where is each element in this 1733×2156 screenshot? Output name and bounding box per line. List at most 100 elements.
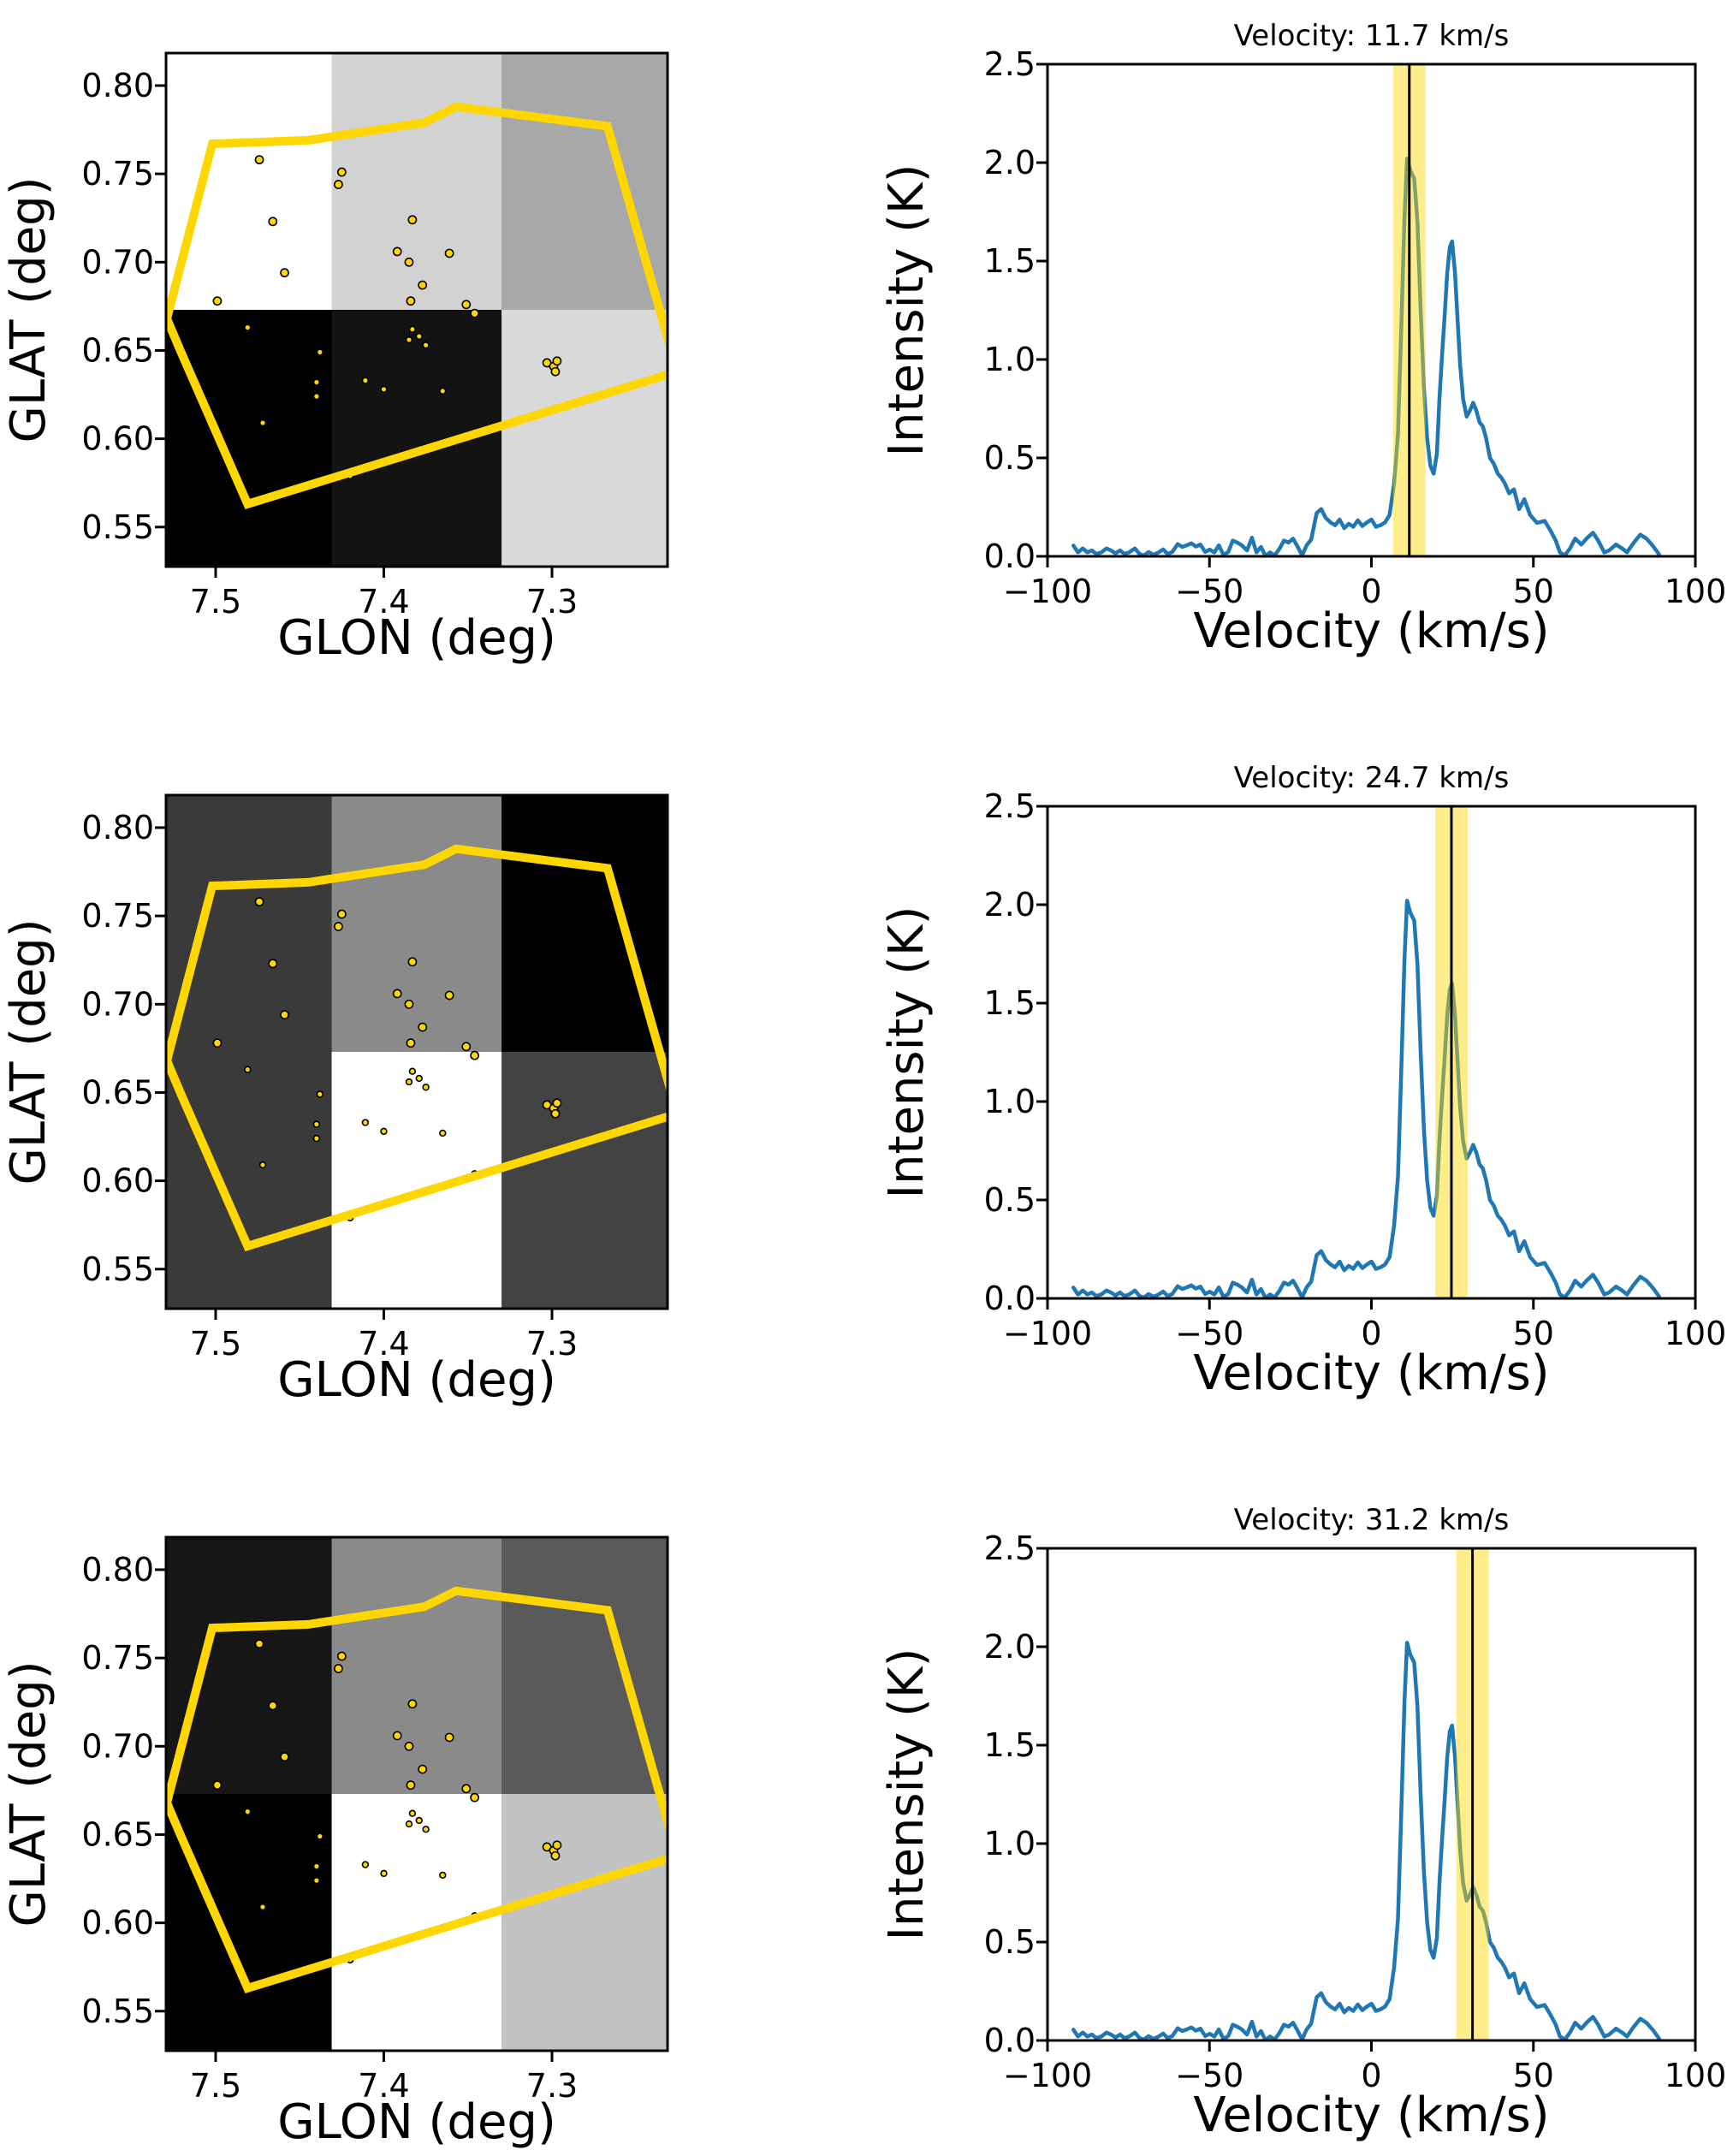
source-point	[552, 1098, 562, 1108]
y-axis-tick-label: 0.55	[81, 1250, 154, 1288]
y-axis-tick-label: 1.0	[984, 1083, 1036, 1120]
source-point	[361, 1119, 370, 1126]
y-axis-label: Intensity (K)	[879, 1648, 935, 1941]
source-point	[268, 1701, 278, 1711]
aperture-polygon	[166, 1586, 668, 1994]
y-axis-tick-label: 0.70	[81, 1727, 154, 1765]
y-axis-tick-label: 0.65	[81, 1073, 154, 1111]
map-cell	[166, 1794, 333, 2051]
source-point	[268, 959, 278, 969]
source-point	[550, 1850, 561, 1861]
source-point	[244, 324, 252, 331]
x-axis-tick-label: 0	[1361, 573, 1381, 610]
source-point	[334, 180, 343, 189]
y-axis-tick-label: 0.65	[81, 1815, 154, 1853]
map-cell	[166, 310, 333, 567]
y-axis-tick-label: 2.0	[984, 1628, 1036, 1666]
x-axis-tick-label: −50	[1175, 1315, 1243, 1352]
x-axis-tick-label: −100	[1003, 2057, 1092, 2094]
map-cell	[166, 1052, 333, 1309]
y-axis-tick-label: 0.60	[81, 1162, 154, 1200]
source-point	[334, 922, 343, 931]
source-point	[550, 1108, 561, 1119]
y-axis-label: GLAT (deg)	[1, 918, 56, 1185]
y-axis-tick-label: 1.0	[984, 341, 1036, 378]
source-points	[212, 897, 562, 1222]
source-point	[312, 392, 321, 401]
y-axis-tick-label: 0.5	[984, 1923, 1036, 1961]
map-cell	[502, 1537, 668, 1795]
source-point	[404, 1741, 414, 1751]
source-point	[415, 1816, 423, 1825]
source-point	[334, 1664, 343, 1673]
spectrum-curve	[1071, 157, 1661, 556]
source-point	[406, 1038, 416, 1048]
source-point	[380, 1869, 388, 1878]
y-axis-tick-label: 0.70	[81, 985, 154, 1023]
source-point	[408, 325, 417, 333]
y-axis-tick-label: 0.75	[81, 1639, 154, 1677]
map-cell	[331, 1052, 502, 1309]
source-point	[254, 1639, 264, 1649]
source-point	[404, 257, 414, 267]
y-axis-tick-label: 0.75	[81, 897, 154, 935]
spectrum-panel-1: −100 −50 0 50 100 0.0 0.5 1.0 1.5 2.0 2.5 Velocity:…	[879, 19, 1726, 659]
x-axis-tick-label: 0	[1361, 1315, 1381, 1352]
source-point	[552, 356, 562, 366]
source-point	[244, 1066, 252, 1073]
x-axis-tick-label: 7.3	[526, 583, 578, 621]
source-point	[254, 897, 264, 907]
y-axis-tick-label: 2.5	[984, 45, 1036, 83]
source-point	[405, 1078, 413, 1086]
map-cell	[331, 53, 502, 311]
axes-frame	[164, 1535, 669, 2052]
y-axis-label: GLAT (deg)	[1, 1660, 56, 1927]
y-axis-tick-label: 0.65	[81, 331, 154, 369]
source-point	[422, 342, 430, 349]
y-axis-tick-label: 0.55	[81, 1993, 154, 2030]
x-axis-label: Velocity (km/s)	[1193, 603, 1549, 659]
source-point	[415, 1074, 423, 1083]
source-point	[280, 1010, 289, 1020]
source-point	[336, 1651, 347, 1661]
source-point	[280, 1752, 289, 1762]
x-axis-tick-label: 7.5	[190, 583, 241, 621]
source-point	[212, 1780, 223, 1791]
source-point	[408, 1809, 417, 1817]
y-axis-tick-label: 2.5	[984, 1529, 1036, 1567]
source-point	[444, 1732, 454, 1743]
source-point	[461, 1042, 472, 1052]
map-cell	[502, 795, 668, 1053]
spectrum-title: Velocity: 31.2 km/s	[1234, 1503, 1510, 1537]
x-axis-tick-label: −50	[1175, 573, 1243, 610]
source-point	[316, 1832, 324, 1840]
source-point	[439, 387, 447, 395]
x-axis-label: GLON (deg)	[277, 610, 556, 666]
map-cell	[502, 1052, 668, 1309]
source-point	[312, 1876, 321, 1885]
source-point	[422, 1084, 430, 1091]
y-axis-tick-label: 0.60	[81, 420, 154, 458]
x-axis-tick-label: 7.5	[190, 1325, 241, 1363]
source-point	[406, 296, 416, 306]
axes-frame	[1046, 62, 1697, 558]
x-axis-tick-label: 50	[1513, 573, 1554, 610]
spectrum-plot-area	[1071, 1548, 1661, 2040]
source-point	[361, 377, 370, 384]
source-point	[244, 1808, 252, 1815]
source-point	[316, 1090, 324, 1098]
source-point	[418, 1764, 428, 1774]
source-point	[444, 248, 454, 258]
source-point	[392, 989, 402, 999]
source-point	[336, 909, 347, 919]
spectrum-panel-3: −100 −50 0 50 100 0.0 0.5 1.0 1.5 2.0 2.5 Velocity:…	[879, 1503, 1726, 2143]
x-axis-tick-label: 7.4	[358, 1325, 409, 1363]
source-point	[380, 385, 388, 394]
map-cell	[331, 1794, 502, 2051]
source-point	[212, 296, 223, 306]
x-axis-tick-label: 7.3	[526, 1325, 578, 1363]
spectrum-panel-2: −100 −50 0 50 100 0.0 0.5 1.0 1.5 2.0 2.5 Velocity:…	[879, 761, 1726, 1401]
x-axis-tick-label: −100	[1003, 1315, 1092, 1352]
x-axis-label: Velocity (km/s)	[1193, 2088, 1549, 2143]
source-point	[380, 1127, 388, 1136]
